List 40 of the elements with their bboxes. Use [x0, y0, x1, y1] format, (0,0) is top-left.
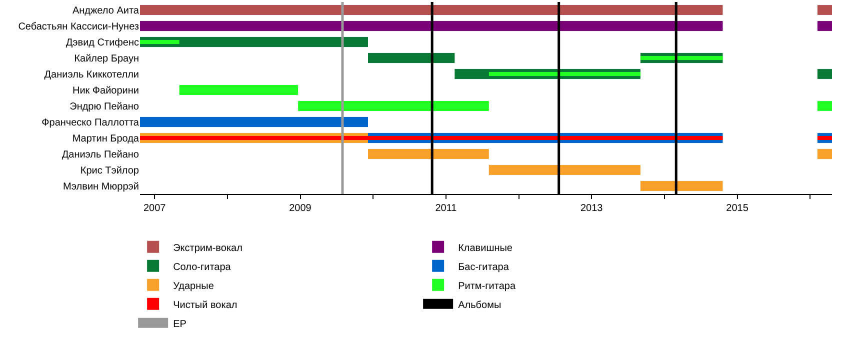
legend-label: Ритм-гитара	[458, 280, 516, 292]
y-tick-label: Крис Тэйлор	[80, 166, 140, 176]
bar	[488, 165, 640, 175]
legend-label: Чистый вокал	[173, 300, 238, 311]
y-tick-label: Ник Файорини	[72, 86, 139, 96]
legend-label: Клавишные	[458, 242, 513, 254]
x-tick-label: 2015	[726, 203, 749, 214]
y-tick-label: Даниэль Киккотелли	[44, 70, 139, 80]
bar	[817, 5, 832, 15]
bar	[817, 69, 832, 79]
y-tick-label: Кайлер Браун	[74, 54, 139, 64]
y-tick-label: Эндрю Пейано	[70, 102, 140, 112]
legend-label: Бас-гитара	[458, 262, 510, 273]
bar	[817, 149, 832, 159]
bar	[140, 136, 723, 140]
bar	[140, 5, 723, 15]
legend-label: Альбомы	[458, 300, 502, 311]
legend-label: Ударные	[173, 280, 214, 292]
y-tick-label: Франческо Паллотта	[42, 118, 140, 128]
bar	[368, 53, 455, 63]
x-tick-label: 2011	[435, 203, 458, 214]
bar	[640, 181, 723, 191]
bar	[817, 21, 832, 31]
legend-label: Экстрим-вокал	[173, 242, 243, 254]
legend-label: Соло-гитара	[173, 262, 232, 273]
legend-label: EP	[173, 318, 187, 330]
bar	[140, 117, 368, 127]
y-tick-label: Анджело Аита	[72, 6, 140, 16]
x-tick-label: 2007	[143, 203, 166, 214]
y-tick-label: Даниэль Пейано	[62, 150, 140, 160]
bar	[140, 37, 368, 47]
bar	[368, 149, 489, 159]
x-tick-label: 2009	[289, 203, 312, 214]
y-tick-label: Мартин Брода	[72, 134, 140, 144]
bar	[817, 136, 832, 140]
y-tick-label: Мэлвин Мюррэй	[62, 182, 139, 192]
y-tick-label: Дэвид Стифенс	[66, 38, 139, 48]
x-tick-label: 2013	[580, 203, 604, 214]
bar	[140, 21, 723, 31]
y-tick-label: Себастьян Кассиси-Нунез	[18, 22, 140, 32]
